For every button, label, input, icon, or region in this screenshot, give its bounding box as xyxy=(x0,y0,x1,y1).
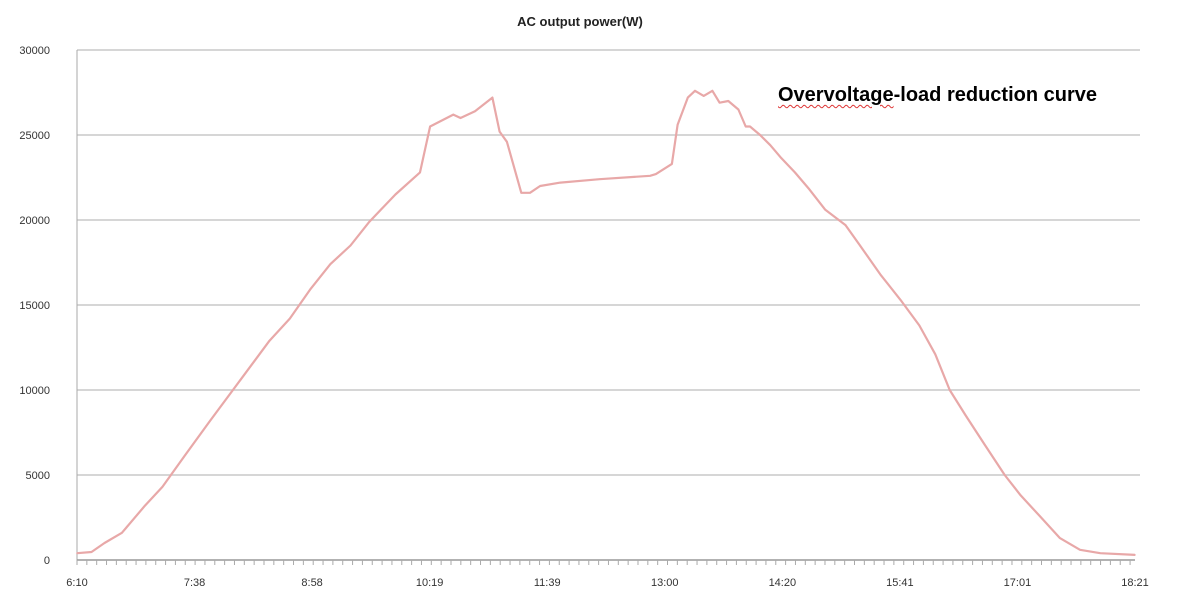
data-point xyxy=(918,324,921,327)
data-point xyxy=(498,130,501,133)
data-point xyxy=(779,156,782,158)
data-point xyxy=(329,263,332,266)
x-tick-label: 14:20 xyxy=(769,577,797,589)
data-point xyxy=(649,175,651,177)
data-point xyxy=(737,108,740,111)
data-point xyxy=(899,299,902,301)
data-point xyxy=(452,113,455,116)
data-point xyxy=(209,419,211,422)
x-tick-label: 10:19 xyxy=(416,577,444,589)
data-point xyxy=(161,486,164,488)
y-tick-label: 0 xyxy=(44,555,50,567)
data-point xyxy=(529,192,531,194)
data-point xyxy=(419,171,421,174)
y-tick-label: 15000 xyxy=(19,300,50,312)
data-point xyxy=(144,504,146,507)
data-point xyxy=(676,124,679,126)
data-point xyxy=(879,273,882,276)
data-point xyxy=(76,552,78,554)
data-point xyxy=(491,96,494,99)
data-point xyxy=(598,178,601,180)
data-point xyxy=(429,125,431,128)
x-tick-label: 13:00 xyxy=(651,577,679,589)
x-tick-label: 6:10 xyxy=(66,577,87,589)
data-point xyxy=(983,443,986,446)
data-point xyxy=(859,244,861,247)
data-point xyxy=(288,317,291,320)
data-point xyxy=(1099,552,1102,554)
data-point xyxy=(103,542,106,544)
data-point xyxy=(368,220,371,223)
data-point xyxy=(90,551,93,553)
data-point xyxy=(559,181,562,184)
data-point xyxy=(727,100,730,102)
data-point xyxy=(459,117,462,119)
data-point xyxy=(121,532,123,534)
data-point xyxy=(268,339,271,342)
y-tick-label: 10000 xyxy=(19,385,50,397)
annotation: Overvoltage-load reduction curve xyxy=(778,84,1097,107)
data-point xyxy=(1003,474,1006,476)
data-point xyxy=(759,134,761,136)
data-point xyxy=(184,453,187,456)
data-point xyxy=(824,209,827,211)
data-point xyxy=(948,389,951,391)
x-tick-label: 7:38 xyxy=(184,577,205,589)
x-tick-label: 17:01 xyxy=(1004,577,1032,589)
data-point xyxy=(349,244,352,247)
data-point xyxy=(702,95,705,97)
data-point xyxy=(239,379,242,381)
data-point xyxy=(808,188,811,191)
data-point xyxy=(394,193,397,196)
series-line xyxy=(76,89,1136,556)
data-point xyxy=(711,90,714,92)
annotation-rest: -load reduction curve xyxy=(893,84,1097,106)
data-point xyxy=(655,173,657,175)
data-point xyxy=(686,96,689,99)
y-tick-label: 25000 xyxy=(19,130,50,142)
data-point xyxy=(769,144,772,146)
data-point xyxy=(1134,554,1136,556)
data-point xyxy=(694,90,696,92)
x-tick-label: 8:58 xyxy=(301,577,322,589)
x-tick-label: 15:41 xyxy=(886,577,914,589)
data-point xyxy=(506,141,508,143)
x-tick-label: 11:39 xyxy=(534,577,561,589)
data-point xyxy=(934,353,937,356)
data-point xyxy=(964,414,967,417)
data-point xyxy=(309,288,311,291)
y-tick-label: 30000 xyxy=(19,45,50,57)
data-point xyxy=(474,110,476,112)
data-point xyxy=(671,163,673,165)
data-point xyxy=(1038,515,1041,517)
data-point xyxy=(718,101,721,104)
data-point xyxy=(539,185,541,187)
chart-title: AC output power(W) xyxy=(517,14,643,29)
x-tick-label: 18:21 xyxy=(1121,577,1149,589)
data-point xyxy=(1058,537,1061,539)
data-point xyxy=(520,192,523,194)
y-tick-label: 20000 xyxy=(19,215,50,227)
data-point xyxy=(744,125,747,128)
annotation-prefix: Overvoltage xyxy=(778,84,894,106)
y-tick-label: 5000 xyxy=(26,470,50,482)
data-point xyxy=(749,125,751,128)
data-point xyxy=(1019,494,1022,497)
data-point xyxy=(844,224,847,226)
data-point xyxy=(1079,549,1081,551)
data-point xyxy=(794,171,796,174)
